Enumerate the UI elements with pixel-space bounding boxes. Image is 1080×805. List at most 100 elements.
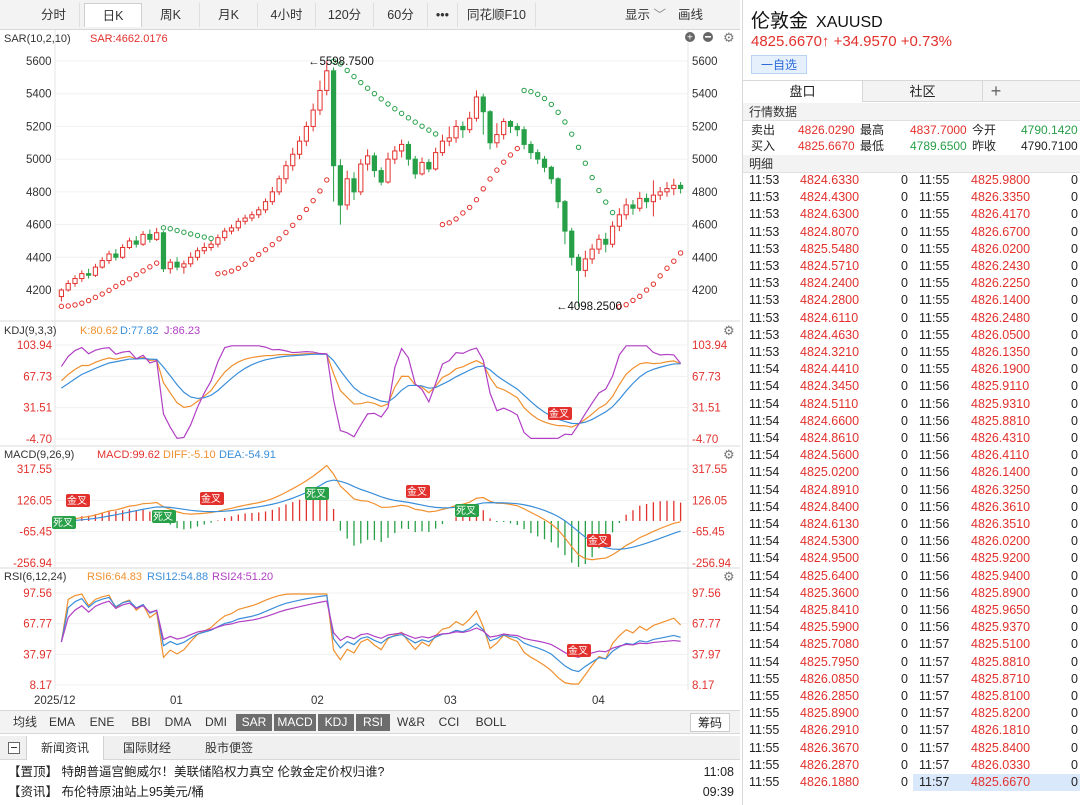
tick-volume: 0 <box>901 757 908 772</box>
display-menu[interactable]: 显示 ﹀ <box>625 3 666 27</box>
tick-time: 11:53 <box>749 327 780 342</box>
sar-dot <box>385 101 391 107</box>
tab-stock-notes[interactable]: 股市便签 <box>204 741 253 755</box>
indicator-toolbar: 均线 EMA ENE BBI DMA DMI SAR MACD KDJ RSI … <box>0 710 740 734</box>
ind-rsi[interactable]: RSI <box>356 714 390 731</box>
tick-row: 11:54 4825.0200 0 11:56 4826.1400 0 <box>743 464 1080 481</box>
tab-monthly-k[interactable]: 月K <box>200 3 258 27</box>
tick-price: 4826.0500 <box>971 327 1031 342</box>
sar-dot <box>582 160 589 166</box>
sar-dot <box>160 225 167 231</box>
tick-row: 11:54 4824.8610 0 11:56 4826.4310 0 <box>743 430 1080 447</box>
sar-dot <box>181 229 187 235</box>
gear-icon[interactable]: ⚙ <box>723 569 735 584</box>
tick-row: 11:55 4826.1880 0 11:57 4825.6670 0 <box>743 774 1080 791</box>
ind-ema[interactable]: EMA <box>48 715 75 729</box>
macd-label: MACD(9,26,9) <box>4 449 74 461</box>
x-label: 2025/12 <box>34 695 76 707</box>
candle <box>623 204 629 216</box>
tick-volume: 0 <box>1071 224 1078 239</box>
tab-intl-finance[interactable]: 国际财经 <box>122 741 171 755</box>
gear-icon[interactable]: ⚙ <box>723 30 735 45</box>
ind-kdj[interactable]: KDJ <box>318 714 354 731</box>
candle <box>650 194 656 203</box>
tick-time: 11:55 <box>749 671 780 686</box>
kline-chart[interactable]: SAR(10,2,10) SAR:4662.0176 KDJ(9,3,3) K:… <box>0 30 740 710</box>
candle <box>276 178 282 193</box>
sar-dot <box>317 188 323 194</box>
tab-weekly-k[interactable]: 周K <box>142 3 200 27</box>
tab-4hour[interactable]: 4小时 <box>258 3 316 27</box>
ind-macd[interactable]: MACD <box>274 714 316 731</box>
tab-60min[interactable]: 60分 <box>374 3 428 27</box>
candle <box>467 117 473 131</box>
tab-news[interactable]: 新闻资讯 <box>26 736 104 760</box>
tick-time: 11:56 <box>919 448 950 463</box>
candle <box>507 121 514 127</box>
sar-dot <box>283 229 289 236</box>
tab-order-book[interactable]: 盘口 <box>743 81 863 102</box>
tab-daily-k[interactable]: 日K <box>84 3 142 27</box>
tick-volume: 0 <box>1071 448 1078 463</box>
tick-time: 11:56 <box>919 534 950 549</box>
tick-volume: 0 <box>901 637 908 652</box>
sar-dot <box>453 216 459 222</box>
ind-dmi[interactable]: DMI <box>205 715 227 729</box>
gear-icon[interactable]: ⚙ <box>723 323 735 338</box>
sar-dot <box>460 210 466 216</box>
y-tick-label: -256.94 <box>13 558 53 570</box>
ind-wr[interactable]: W&R <box>397 715 425 729</box>
y-tick-label: 5000 <box>692 154 718 166</box>
chip-distribution-button[interactable]: 筹码 <box>690 713 730 732</box>
tab-f10[interactable]: 同花顺F10 <box>458 3 536 27</box>
tick-price: 4825.8400 <box>971 740 1031 755</box>
add-tab-icon[interactable]: + <box>990 81 1002 101</box>
tick-price: 4826.2430 <box>971 259 1031 273</box>
ind-sar[interactable]: SAR <box>236 714 272 731</box>
drawing-tool-button[interactable]: 画线 <box>678 8 704 22</box>
news-item[interactable]: 【资讯】 布伦特原油站上95美元/桶 09:39 <box>0 782 740 802</box>
tab-120min[interactable]: 120分 <box>316 3 374 27</box>
tick-time: 11:55 <box>919 207 950 222</box>
news-item[interactable]: 【置顶】 特朗普逼宫鲍威尔！美联储陷权力真空 伦敦金定价权归谁? 11:08 <box>0 762 740 782</box>
sar-dot <box>79 300 85 306</box>
tab-timeshare[interactable]: 分时 <box>28 3 80 27</box>
tick-time: 11:54 <box>749 568 780 583</box>
ind-boll[interactable]: BOLL <box>475 715 507 729</box>
tick-volume: 0 <box>1071 585 1078 600</box>
gear-icon[interactable]: ⚙ <box>723 447 735 462</box>
add-watchlist-button[interactable]: 一自选 <box>751 55 807 74</box>
tick-time: 11:57 <box>919 723 950 738</box>
ind-bbi[interactable]: BBI <box>131 715 151 729</box>
ind-dma[interactable]: DMA <box>164 715 192 729</box>
tick-volume: 0 <box>1071 517 1078 531</box>
ind-cci[interactable]: CCI <box>438 715 460 729</box>
sar-dot <box>140 268 146 274</box>
tick-row: 11:54 4824.4410 0 11:55 4826.1900 0 <box>743 361 1080 378</box>
kdj-label: KDJ(9,3,3) <box>4 325 57 337</box>
tick-time: 11:55 <box>749 757 780 772</box>
rsi-label: RSI(6,12,24) <box>4 571 66 583</box>
ind-ma[interactable]: 均线 <box>12 715 37 729</box>
y-tick-label: -4.70 <box>26 434 52 446</box>
ind-ene[interactable]: ENE <box>89 715 115 729</box>
tick-price: 4824.4300 <box>800 190 860 205</box>
tick-volume: 0 <box>901 413 908 428</box>
tick-price: 4825.3600 <box>800 585 860 600</box>
sar-dot <box>535 91 541 98</box>
candle <box>460 125 466 131</box>
tick-price: 4826.3510 <box>971 517 1031 531</box>
collapse-icon[interactable] <box>8 742 20 754</box>
tab-community[interactable]: 社区 <box>863 81 983 102</box>
candle <box>630 204 636 209</box>
tick-time: 11:57 <box>919 740 950 755</box>
sar-dot <box>147 264 153 270</box>
more-periods-button[interactable]: ••• <box>428 3 458 27</box>
sar-dot <box>106 287 112 294</box>
add-icon[interactable] <box>685 32 695 42</box>
tick-row: 11:53 4824.6300 0 11:55 4826.4170 0 <box>743 206 1080 223</box>
candle <box>58 289 65 298</box>
candle <box>439 140 446 154</box>
candle <box>351 178 357 193</box>
tick-time: 11:55 <box>919 310 950 325</box>
